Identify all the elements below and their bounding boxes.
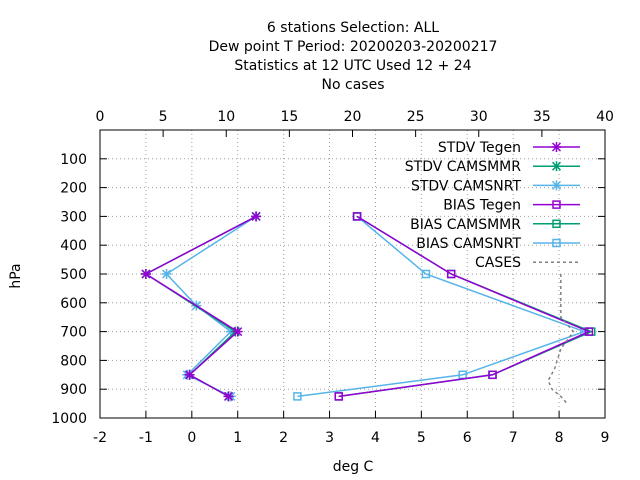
series-bias-tegen — [334, 212, 594, 401]
data-point — [251, 211, 262, 222]
legend-item: STDV CAMSNRT — [411, 178, 580, 194]
x2-tick-label: 30 — [470, 109, 488, 125]
legend-label: STDV Tegen — [438, 140, 521, 156]
x-tick-label: 2 — [279, 430, 288, 446]
x-tick-label: 7 — [509, 430, 518, 446]
y-tick-label: 200 — [60, 181, 87, 197]
x2-axis-ticks: 0 5 10 15 20 25 30 35 40 — [96, 109, 614, 137]
data-point — [552, 219, 561, 229]
series-cases — [547, 274, 575, 405]
data-point — [352, 212, 362, 221]
title-line: Dew point T Period: 20200203-20200217 — [209, 39, 498, 55]
x2-tick-label: 40 — [596, 109, 614, 125]
title-line: Statistics at 12 UTC Used 12 + 24 — [234, 58, 471, 74]
x-tick-label: -1 — [139, 430, 153, 446]
series-layer — [140, 211, 596, 405]
series-line — [338, 215, 591, 398]
legend-item: STDV Tegen — [438, 140, 580, 156]
data-point — [551, 142, 562, 152]
legend: STDV Tegen STDV CAMSMMR STDV CAMSNRT BIAS T… — [405, 140, 580, 271]
data-point — [293, 392, 302, 401]
data-point — [552, 238, 561, 248]
y-tick-label: 600 — [60, 296, 87, 312]
x-tick-label: 4 — [371, 430, 380, 446]
x2-tick-label: 0 — [96, 109, 105, 125]
y-tick-label: 500 — [60, 267, 87, 283]
y-tick-label: 900 — [60, 382, 87, 398]
legend-item: STDV CAMSMMR — [405, 159, 580, 175]
data-point — [551, 161, 562, 172]
legend-item: BIAS Tegen — [443, 198, 580, 214]
series-line — [165, 215, 257, 398]
legend-label: BIAS Tegen — [443, 198, 521, 214]
title-line: 6 stations Selection: ALL — [267, 20, 439, 36]
x-axis-label: deg C — [333, 459, 374, 475]
y-tick-label: 300 — [60, 209, 87, 225]
x-tick-label: 3 — [325, 430, 334, 446]
data-point — [232, 326, 243, 337]
x2-tick-label: 10 — [217, 109, 235, 125]
data-point — [334, 392, 343, 401]
legend-label: STDV CAMSMMR — [405, 159, 521, 175]
grid-lines — [100, 130, 605, 418]
legend-item: CASES — [475, 255, 580, 271]
x-tick-label: 9 — [601, 430, 610, 446]
legend-item: BIAS CAMSNRT — [416, 236, 580, 252]
y-axis-label: hPa — [8, 263, 24, 288]
x2-tick-label: 35 — [533, 109, 551, 125]
data-point — [223, 391, 234, 402]
y-tick-label: 400 — [60, 238, 87, 254]
data-point — [446, 269, 456, 279]
series-line — [297, 215, 587, 398]
title-line: No cases — [322, 77, 385, 93]
x2-tick-label: 20 — [344, 109, 362, 125]
data-point — [552, 200, 561, 209]
legend-label: BIAS CAMSMMR — [410, 217, 521, 233]
x-tick-label: 5 — [417, 430, 426, 446]
data-point — [551, 180, 562, 191]
series-stdv-tegen — [140, 211, 262, 402]
chart-title: 6 stations Selection: ALL Dew point T Per… — [209, 20, 498, 93]
data-point — [184, 369, 195, 380]
x2-tick-label: 25 — [407, 109, 425, 125]
x-tick-label: 1 — [233, 430, 242, 446]
x2-tick-label: 15 — [280, 109, 298, 125]
legend-label: BIAS CAMSNRT — [416, 236, 521, 252]
x-tick-label: 8 — [555, 430, 564, 446]
x-tick-label: -2 — [93, 430, 107, 446]
legend-label: CASES — [475, 255, 521, 271]
y-tick-label: 1000 — [51, 411, 87, 427]
x-tick-label: 6 — [463, 430, 472, 446]
data-point — [421, 269, 431, 279]
data-point — [584, 327, 594, 336]
data-point — [161, 269, 172, 279]
y-tick-label: 100 — [60, 152, 87, 168]
y-tick-label: 800 — [60, 353, 87, 369]
x2-tick-label: 5 — [159, 109, 168, 125]
data-point — [140, 269, 151, 279]
x-axis-ticks: -2 -1 0 1 2 3 4 5 6 7 8 9 — [93, 411, 609, 446]
x-tick-label: 0 — [187, 430, 196, 446]
legend-item: BIAS CAMSMMR — [410, 217, 580, 233]
legend-label: STDV CAMSNRT — [411, 178, 522, 194]
data-point — [488, 370, 497, 380]
y-axis-ticks: 100 200 300 400 500 600 700 800 900 1000 — [51, 152, 605, 427]
y-tick-label: 700 — [60, 325, 87, 341]
series-line — [547, 274, 575, 405]
